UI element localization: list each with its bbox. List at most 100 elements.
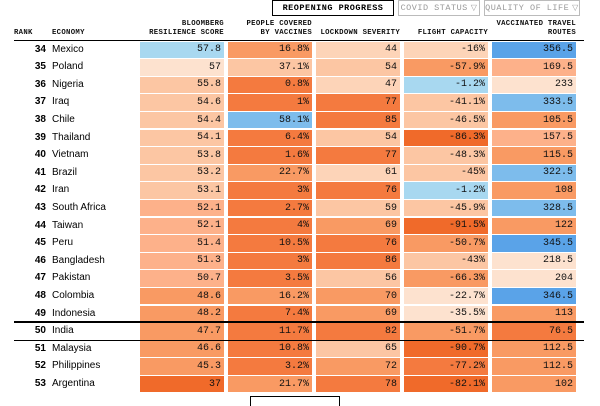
table-row[interactable]: 53 Argentina 37 21.7% 78 -82.1% 102 bbox=[0, 375, 600, 394]
table-row[interactable]: 37 Iraq 54.6 1% 77 -41.1% 333.5 bbox=[0, 94, 600, 112]
header-vaccines[interactable]: PEOPLE COVERED BY VACCINES bbox=[228, 20, 312, 38]
table-row[interactable]: 40 Vietnam 53.8 1.6% 77 -48.3% 115.5 bbox=[0, 147, 600, 165]
header-economy[interactable]: ECONOMY bbox=[52, 29, 85, 37]
cell-flight-capacity: -46.5% bbox=[404, 111, 488, 129]
cell-travel-routes: 112.5 bbox=[492, 358, 576, 375]
cell-flight-capacity: -86.3% bbox=[404, 129, 488, 147]
header-flight[interactable]: FLIGHT CAPACITY bbox=[417, 29, 488, 37]
cell-travel-routes: 105.5 bbox=[492, 111, 576, 129]
table-row[interactable]: 48 Colombia 48.6 16.2% 70 -22.7% 346.5 bbox=[0, 287, 600, 306]
cell-resilience-score: 54.1 bbox=[140, 129, 224, 147]
header-routes[interactable]: VACCINATED TRAVEL ROUTES bbox=[492, 20, 576, 38]
header-routes-line2: ROUTES bbox=[547, 29, 576, 37]
economy-name: Colombia bbox=[52, 289, 95, 301]
table-row[interactable]: 43 South Africa 52.1 2.7% 59 -45.9% 328.5 bbox=[0, 199, 600, 218]
table-row[interactable]: 52 Philippines 45.3 3.2% 72 -77.2% 112.5 bbox=[0, 358, 600, 376]
cell-resilience-score: 57 bbox=[140, 59, 224, 76]
cell-travel-routes: 204 bbox=[492, 270, 576, 287]
table-row[interactable]: 41 Brazil 53.2 22.7% 61 -45% 322.5 bbox=[0, 164, 600, 183]
cell-resilience-score: 53.2 bbox=[140, 164, 224, 182]
cell-flight-capacity: -82.1% bbox=[404, 375, 488, 393]
cell-flight-capacity: -57.9% bbox=[404, 59, 488, 76]
cell-lockdown: 77 bbox=[316, 147, 400, 164]
economy-name: Thailand bbox=[52, 131, 91, 143]
table-row[interactable]: 39 Thailand 54.1 6.4% 54 -86.3% 157.5 bbox=[0, 129, 600, 148]
tab-reopening-progress[interactable]: REOPENING PROGRESS bbox=[272, 0, 394, 16]
cell-vaccines: 3.5% bbox=[228, 270, 312, 287]
table-row[interactable]: 36 Nigeria 55.8 0.8% 47 -1.2% 233 bbox=[0, 76, 600, 95]
tab-covid-status[interactable]: COVID STATUS ▽ bbox=[398, 0, 480, 16]
cell-flight-capacity: -48.3% bbox=[404, 147, 488, 164]
cell-lockdown: 65 bbox=[316, 340, 400, 358]
cell-flight-capacity: -45% bbox=[404, 164, 488, 182]
tab-bar: REOPENING PROGRESS COVID STATUS ▽ QUALIT… bbox=[272, 0, 580, 18]
cell-resilience-score: 48.2 bbox=[140, 305, 224, 323]
table-row[interactable]: 47 Pakistan 50.7 3.5% 56 -66.3% 204 bbox=[0, 270, 600, 288]
cell-lockdown: 69 bbox=[316, 217, 400, 235]
cell-resilience-score: 51.3 bbox=[140, 252, 224, 270]
cell-lockdown: 61 bbox=[316, 164, 400, 182]
cell-flight-capacity: -35.5% bbox=[404, 305, 488, 323]
cell-vaccines: 0.8% bbox=[228, 76, 312, 94]
cell-lockdown: 72 bbox=[316, 358, 400, 375]
economy-name: Brazil bbox=[52, 166, 78, 178]
tab-quality-of-life[interactable]: QUALITY OF LIFE ▽ bbox=[484, 0, 580, 16]
cell-flight-capacity: -45.9% bbox=[404, 199, 488, 217]
cell-lockdown: 59 bbox=[316, 199, 400, 217]
table-row[interactable]: 42 Iran 53.1 3% 76 -1.2% 108 bbox=[0, 182, 600, 200]
table-row[interactable]: 49 Indonesia 48.2 7.4% 69 -35.5% 113 bbox=[0, 305, 600, 324]
header-resilience[interactable]: BLOOMBERG RESILIENCE SCORE bbox=[140, 20, 224, 38]
rank-value: 34 bbox=[34, 43, 46, 55]
rank-value: 36 bbox=[34, 78, 46, 90]
cell-resilience-score: 57.8 bbox=[140, 41, 224, 59]
economy-name: South Africa bbox=[52, 201, 106, 213]
cell-vaccines: 4% bbox=[228, 217, 312, 235]
cell-resilience-score: 47.7 bbox=[140, 323, 224, 340]
table-row[interactable]: 50 India 47.7 11.7% 82 -51.7% 76.5 bbox=[0, 323, 600, 341]
cell-lockdown: 82 bbox=[316, 323, 400, 340]
economy-name: Taiwan bbox=[52, 219, 84, 231]
header-rank[interactable]: RANK bbox=[14, 29, 33, 37]
cell-resilience-score: 54.4 bbox=[140, 111, 224, 129]
table-row[interactable]: 44 Taiwan 52.1 4% 69 -91.5% 122 bbox=[0, 217, 600, 236]
cell-vaccines: 1% bbox=[228, 94, 312, 111]
header-routes-line1: VACCINATED TRAVEL bbox=[496, 20, 576, 28]
cell-resilience-score: 46.6 bbox=[140, 340, 224, 358]
cell-resilience-score: 53.1 bbox=[140, 182, 224, 199]
cell-flight-capacity: -43% bbox=[404, 252, 488, 270]
cell-lockdown: 54 bbox=[316, 129, 400, 147]
cell-travel-routes: 356.5 bbox=[492, 41, 576, 59]
table-row[interactable]: 51 Malaysia 46.6 10.8% 65 -90.7% 112.5 bbox=[0, 340, 600, 359]
cell-resilience-score: 52.1 bbox=[140, 199, 224, 217]
tab-label: QUALITY OF LIFE bbox=[485, 3, 570, 13]
rank-value: 46 bbox=[34, 254, 46, 266]
table-row[interactable]: 45 Peru 51.4 10.5% 76 -50.7% 345.5 bbox=[0, 235, 600, 253]
cell-resilience-score: 52.1 bbox=[140, 217, 224, 235]
rank-value: 51 bbox=[34, 342, 46, 354]
highlight-border-top bbox=[14, 321, 584, 323]
cell-resilience-score: 50.7 bbox=[140, 270, 224, 287]
economy-name: Bangladesh bbox=[52, 254, 105, 266]
table-row[interactable]: 38 Chile 54.4 58.1% 85 -46.5% 105.5 bbox=[0, 111, 600, 130]
cell-lockdown: 56 bbox=[316, 270, 400, 287]
cell-resilience-score: 55.8 bbox=[140, 76, 224, 94]
tab-label: COVID STATUS bbox=[400, 3, 468, 13]
economy-name: Vietnam bbox=[52, 149, 89, 161]
economy-name: Nigeria bbox=[52, 78, 84, 90]
cell-travel-routes: 333.5 bbox=[492, 94, 576, 111]
table-row[interactable]: 46 Bangladesh 51.3 3% 86 -43% 218.5 bbox=[0, 252, 600, 271]
table-row[interactable]: 35 Poland 57 37.1% 54 -57.9% 169.5 bbox=[0, 59, 600, 77]
table-row[interactable]: 34 Mexico 57.8 16.8% 44 -16% 356.5 bbox=[0, 41, 600, 60]
cell-flight-capacity: -1.2% bbox=[404, 182, 488, 199]
rank-value: 45 bbox=[34, 237, 46, 249]
tab-label: REOPENING PROGRESS bbox=[282, 3, 384, 13]
cell-travel-routes: 108 bbox=[492, 182, 576, 199]
header-divider bbox=[14, 40, 584, 41]
cell-travel-routes: 169.5 bbox=[492, 59, 576, 76]
cell-travel-routes: 157.5 bbox=[492, 129, 576, 147]
economy-name: Iraq bbox=[52, 96, 70, 108]
header-lockdown[interactable]: LOCKDOWN SEVERITY bbox=[320, 29, 400, 37]
cell-travel-routes: 218.5 bbox=[492, 252, 576, 270]
show-more-button[interactable] bbox=[250, 396, 340, 406]
cell-flight-capacity: -16% bbox=[404, 41, 488, 59]
